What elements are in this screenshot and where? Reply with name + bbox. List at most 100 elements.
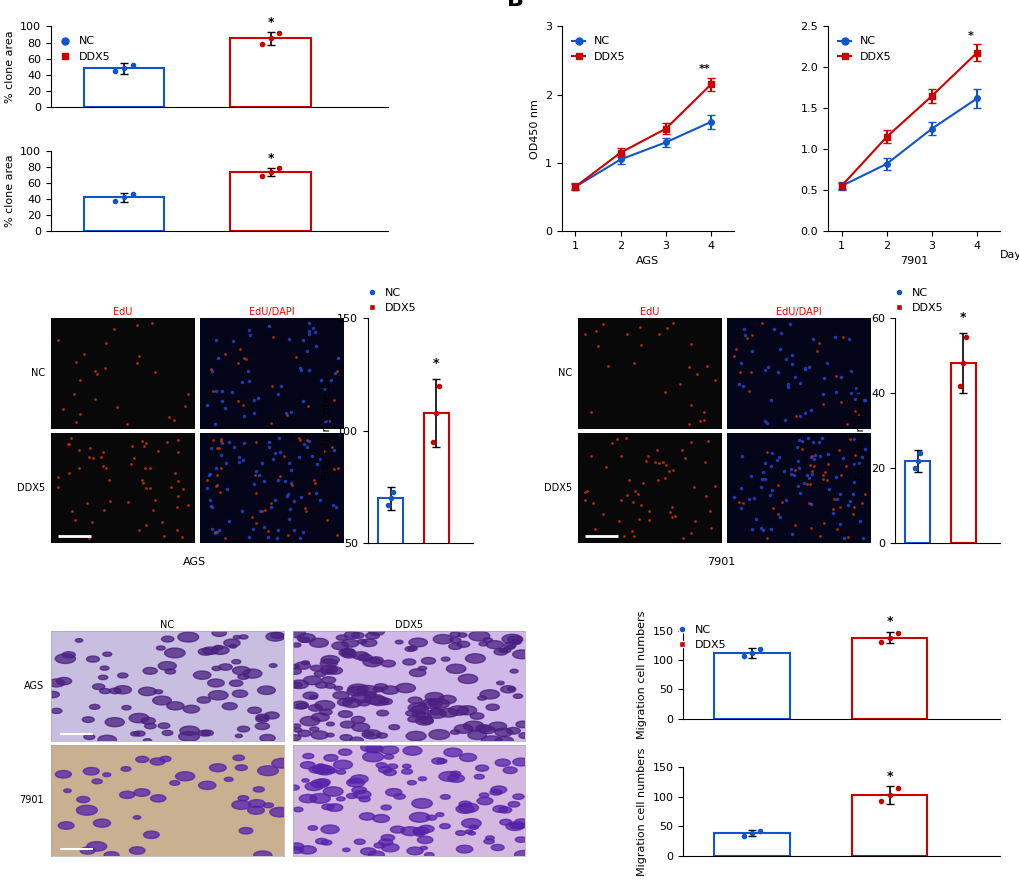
Circle shape bbox=[427, 699, 439, 705]
Point bbox=[786, 468, 802, 482]
Circle shape bbox=[311, 731, 328, 739]
Point bbox=[603, 437, 620, 451]
Point bbox=[279, 487, 296, 501]
Point bbox=[853, 450, 869, 464]
Point bbox=[819, 457, 836, 471]
Point bbox=[776, 352, 793, 366]
Circle shape bbox=[150, 758, 165, 765]
Point bbox=[208, 385, 224, 399]
Circle shape bbox=[104, 852, 119, 859]
Point bbox=[850, 386, 866, 400]
Point bbox=[165, 413, 181, 427]
Text: *: * bbox=[886, 615, 892, 628]
Point bbox=[795, 476, 811, 490]
Circle shape bbox=[407, 781, 416, 785]
Circle shape bbox=[455, 845, 472, 853]
Point bbox=[144, 317, 160, 331]
Point bbox=[230, 450, 247, 464]
Circle shape bbox=[503, 643, 516, 648]
Point bbox=[686, 514, 702, 528]
Circle shape bbox=[212, 666, 221, 670]
Point bbox=[810, 435, 826, 449]
Circle shape bbox=[103, 773, 111, 777]
Point bbox=[218, 456, 234, 470]
Circle shape bbox=[293, 807, 303, 811]
Circle shape bbox=[324, 754, 337, 761]
Circle shape bbox=[415, 832, 424, 836]
Point bbox=[771, 341, 788, 355]
Circle shape bbox=[121, 706, 131, 710]
Legend: NC, DDX5: NC, DDX5 bbox=[673, 620, 731, 654]
Circle shape bbox=[383, 769, 396, 775]
Point bbox=[784, 357, 800, 371]
Point bbox=[270, 387, 286, 401]
Point bbox=[299, 440, 315, 454]
Point bbox=[270, 473, 286, 487]
Point bbox=[209, 468, 225, 482]
Circle shape bbox=[500, 647, 511, 653]
Point bbox=[130, 349, 147, 363]
Circle shape bbox=[232, 667, 250, 675]
Circle shape bbox=[232, 690, 248, 698]
Circle shape bbox=[359, 813, 374, 820]
Circle shape bbox=[56, 677, 71, 684]
Circle shape bbox=[488, 722, 506, 730]
Point bbox=[826, 330, 843, 344]
Circle shape bbox=[222, 703, 237, 710]
Bar bbox=[713, 653, 789, 719]
Point bbox=[658, 321, 675, 335]
Point bbox=[619, 488, 635, 502]
Circle shape bbox=[260, 735, 275, 742]
Circle shape bbox=[498, 648, 507, 653]
Point bbox=[95, 459, 111, 473]
Point bbox=[179, 387, 196, 401]
Circle shape bbox=[476, 725, 491, 732]
Circle shape bbox=[296, 703, 308, 709]
Point bbox=[272, 379, 288, 393]
Point bbox=[137, 439, 153, 453]
Point bbox=[786, 370, 802, 384]
Circle shape bbox=[458, 706, 476, 714]
Point bbox=[811, 449, 827, 463]
Circle shape bbox=[447, 774, 464, 782]
Point bbox=[762, 522, 779, 536]
Title: DDX5: DDX5 bbox=[394, 620, 423, 630]
Circle shape bbox=[208, 679, 224, 687]
Circle shape bbox=[505, 728, 520, 734]
Circle shape bbox=[465, 654, 485, 663]
Point bbox=[856, 442, 872, 456]
Point bbox=[329, 351, 345, 365]
Point bbox=[125, 451, 142, 465]
Circle shape bbox=[348, 780, 357, 783]
Circle shape bbox=[338, 711, 353, 717]
Circle shape bbox=[494, 736, 513, 745]
Circle shape bbox=[94, 819, 110, 827]
Point bbox=[133, 434, 150, 448]
Circle shape bbox=[309, 639, 328, 647]
Point bbox=[255, 474, 271, 488]
Point bbox=[586, 521, 602, 535]
Point bbox=[301, 363, 317, 377]
Point bbox=[128, 356, 145, 370]
Y-axis label: DDX5: DDX5 bbox=[17, 483, 46, 493]
Point bbox=[803, 467, 819, 481]
Circle shape bbox=[378, 766, 391, 773]
Circle shape bbox=[302, 779, 309, 782]
Point bbox=[845, 457, 861, 471]
Point bbox=[735, 322, 751, 336]
Point bbox=[136, 475, 152, 490]
Point bbox=[209, 525, 225, 539]
Point bbox=[610, 513, 627, 527]
Circle shape bbox=[346, 686, 367, 696]
Point bbox=[213, 448, 229, 462]
Point bbox=[324, 440, 340, 454]
Circle shape bbox=[413, 827, 429, 834]
Point bbox=[730, 496, 746, 510]
Circle shape bbox=[431, 758, 444, 764]
Point bbox=[706, 373, 722, 387]
Point bbox=[832, 370, 848, 385]
Legend: NC, DDX5: NC, DDX5 bbox=[567, 32, 630, 66]
Point bbox=[266, 446, 282, 460]
Point bbox=[97, 362, 113, 376]
Circle shape bbox=[314, 671, 325, 676]
